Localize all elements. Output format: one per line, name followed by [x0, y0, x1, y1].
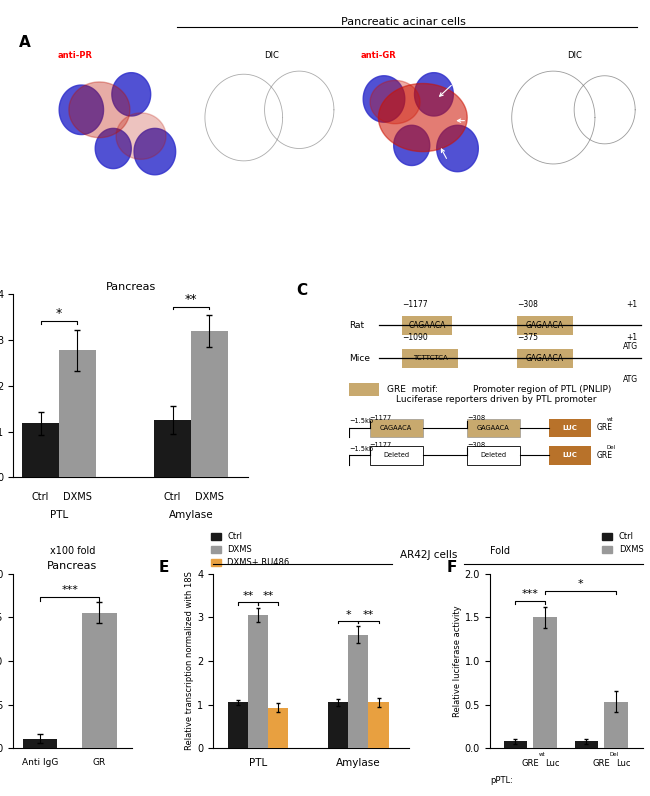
- Text: wt: wt: [539, 751, 545, 757]
- Text: A: A: [20, 35, 31, 50]
- Text: −308: −308: [517, 300, 538, 309]
- Text: pPTL:: pPTL:: [489, 776, 513, 785]
- Text: F: F: [447, 560, 457, 575]
- Text: GAGAACA: GAGAACA: [526, 354, 564, 363]
- Y-axis label: Relative luciferase activity: Relative luciferase activity: [453, 605, 462, 716]
- Text: CAGAACA: CAGAACA: [408, 321, 446, 330]
- Text: *: *: [346, 610, 351, 620]
- FancyBboxPatch shape: [467, 447, 520, 465]
- Text: E: E: [158, 560, 168, 575]
- Text: Del: Del: [606, 445, 616, 450]
- Text: Ctrl: Ctrl: [164, 492, 181, 502]
- Text: −1177: −1177: [402, 300, 428, 309]
- Text: −308: −308: [467, 415, 485, 420]
- Text: Amylase: Amylase: [169, 510, 213, 521]
- Bar: [59, 350, 96, 478]
- Bar: [22, 423, 59, 478]
- Text: GRE: GRE: [592, 759, 610, 767]
- FancyBboxPatch shape: [517, 316, 573, 334]
- Text: ATG: ATG: [623, 375, 638, 384]
- Text: Luciferase reporters driven by PTL promoter: Luciferase reporters driven by PTL promo…: [396, 395, 597, 404]
- Text: +1: +1: [626, 300, 637, 309]
- Bar: [248, 615, 268, 748]
- Bar: [191, 331, 228, 478]
- Text: GRE  motif:: GRE motif:: [387, 385, 438, 394]
- Text: Del: Del: [610, 751, 619, 757]
- FancyBboxPatch shape: [349, 383, 378, 396]
- Text: −1177: −1177: [370, 415, 392, 420]
- Text: GAGAACA: GAGAACA: [526, 321, 564, 330]
- FancyBboxPatch shape: [549, 447, 590, 465]
- Text: **: **: [263, 591, 274, 602]
- Bar: [228, 702, 248, 748]
- Text: GRE: GRE: [597, 451, 612, 460]
- Bar: [23, 739, 57, 748]
- Bar: [328, 702, 348, 748]
- FancyBboxPatch shape: [517, 349, 573, 368]
- Text: ATG: ATG: [623, 342, 638, 351]
- Text: LUC: LUC: [562, 425, 577, 431]
- Text: Ctrl: Ctrl: [32, 492, 49, 502]
- Text: wt: wt: [606, 417, 614, 423]
- Text: ***: ***: [521, 589, 538, 599]
- Text: PTL: PTL: [50, 510, 68, 521]
- Text: Pancreatic acinar cells: Pancreatic acinar cells: [341, 17, 466, 27]
- Text: −1.5kb: −1.5kb: [349, 446, 373, 452]
- FancyBboxPatch shape: [549, 419, 590, 437]
- Text: Mice: Mice: [349, 354, 370, 363]
- Bar: [369, 702, 389, 748]
- Bar: [268, 708, 288, 748]
- FancyBboxPatch shape: [402, 349, 458, 368]
- Legend: Ctrl, DXMS, DXMS+ RU486: Ctrl, DXMS, DXMS+ RU486: [207, 529, 293, 571]
- Text: −375: −375: [517, 333, 538, 342]
- Text: Rat: Rat: [349, 321, 364, 330]
- Text: x100 fold: x100 fold: [49, 546, 95, 556]
- Text: −308: −308: [467, 442, 485, 448]
- Text: DXMS: DXMS: [195, 492, 224, 502]
- Text: GRE: GRE: [597, 423, 612, 432]
- Legend: Ctrl, DXMS: Ctrl, DXMS: [599, 529, 647, 557]
- Text: GRE: GRE: [521, 759, 539, 767]
- Text: **: **: [242, 591, 254, 602]
- FancyBboxPatch shape: [370, 447, 422, 465]
- Text: ***: ***: [61, 585, 78, 595]
- Text: −1177: −1177: [370, 442, 392, 448]
- Bar: [604, 702, 628, 748]
- Text: Promoter region of PTL (PNLIP): Promoter region of PTL (PNLIP): [473, 385, 611, 394]
- Text: *: *: [578, 579, 583, 589]
- Bar: [533, 617, 556, 748]
- Text: −1.5kb: −1.5kb: [349, 419, 373, 424]
- Title: Pancreas: Pancreas: [47, 561, 98, 572]
- Bar: [154, 420, 191, 478]
- Text: *: *: [56, 307, 62, 321]
- Bar: [504, 741, 527, 748]
- Y-axis label: Relative transcription normalized with 18S: Relative transcription normalized with 1…: [185, 572, 194, 751]
- FancyBboxPatch shape: [467, 419, 520, 437]
- Title: Pancreas: Pancreas: [105, 283, 156, 292]
- Bar: [82, 613, 117, 748]
- Text: CAGAACA: CAGAACA: [380, 425, 412, 431]
- Text: GAGAACA: GAGAACA: [477, 425, 510, 431]
- FancyBboxPatch shape: [402, 316, 452, 334]
- Text: −1090: −1090: [402, 333, 428, 342]
- Text: Deleted: Deleted: [480, 452, 506, 458]
- Text: Fold: Fold: [489, 546, 510, 556]
- Text: DXMS: DXMS: [63, 492, 92, 502]
- Text: **: **: [185, 293, 198, 306]
- Text: C: C: [296, 283, 307, 298]
- Text: AR42J cells: AR42J cells: [400, 550, 457, 560]
- FancyBboxPatch shape: [370, 419, 422, 437]
- Bar: [575, 741, 598, 748]
- Text: Luc: Luc: [545, 759, 560, 767]
- Text: Deleted: Deleted: [384, 452, 410, 458]
- Text: LUC: LUC: [562, 452, 577, 458]
- Text: +1: +1: [626, 333, 637, 342]
- Bar: [348, 634, 369, 748]
- Text: **: **: [363, 610, 374, 620]
- Text: TCTTCTCA: TCTTCTCA: [413, 356, 447, 361]
- Text: Luc: Luc: [616, 759, 630, 767]
